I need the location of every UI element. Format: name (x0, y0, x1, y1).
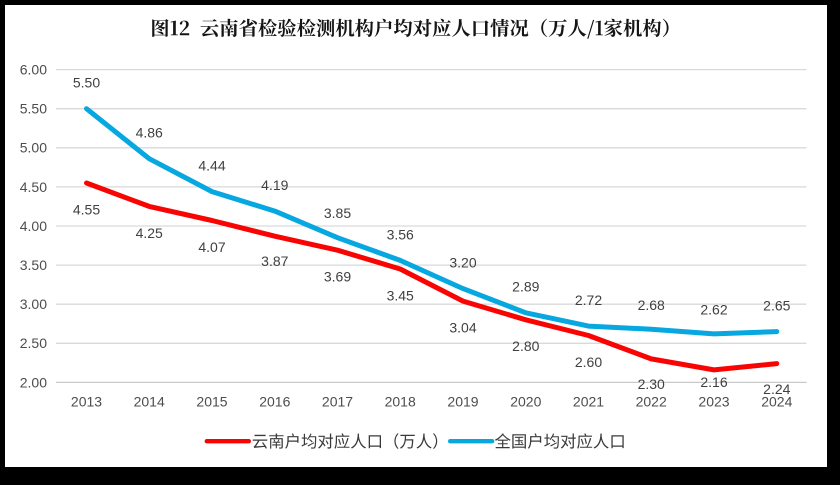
svg-text:2017: 2017 (322, 393, 353, 409)
svg-text:5.50: 5.50 (20, 101, 47, 117)
svg-text:2019: 2019 (447, 393, 478, 409)
svg-text:2.72: 2.72 (575, 292, 602, 308)
svg-text:3.85: 3.85 (324, 205, 351, 221)
svg-text:4.07: 4.07 (198, 239, 225, 255)
svg-text:4.00: 4.00 (20, 218, 47, 234)
svg-text:6.00: 6.00 (20, 62, 47, 78)
svg-text:3.69: 3.69 (324, 269, 351, 285)
svg-text:2.89: 2.89 (512, 279, 539, 295)
svg-text:4.55: 4.55 (73, 201, 100, 217)
svg-text:2.60: 2.60 (575, 354, 602, 370)
svg-text:2.62: 2.62 (700, 301, 727, 317)
svg-text:2.30: 2.30 (638, 376, 665, 392)
svg-text:2020: 2020 (510, 393, 541, 409)
svg-text:2021: 2021 (573, 393, 604, 409)
svg-text:3.87: 3.87 (261, 253, 288, 269)
svg-text:4.19: 4.19 (261, 177, 288, 193)
svg-text:3.00: 3.00 (20, 296, 47, 312)
svg-text:4.50: 4.50 (20, 179, 47, 195)
svg-text:2022: 2022 (636, 393, 667, 409)
svg-text:2.80: 2.80 (512, 338, 539, 354)
svg-text:2018: 2018 (385, 393, 416, 409)
svg-text:4.25: 4.25 (136, 225, 163, 241)
svg-text:4.86: 4.86 (136, 125, 163, 141)
svg-text:2.24: 2.24 (763, 381, 790, 397)
svg-text:3.04: 3.04 (449, 320, 476, 336)
svg-text:5.00: 5.00 (20, 140, 47, 156)
svg-text:2013: 2013 (71, 393, 102, 409)
svg-text:2015: 2015 (196, 393, 227, 409)
svg-text:2.00: 2.00 (20, 374, 47, 390)
svg-text:3.56: 3.56 (387, 226, 414, 242)
svg-text:2.68: 2.68 (638, 297, 665, 313)
svg-text:4.44: 4.44 (198, 158, 225, 174)
svg-text:2023: 2023 (698, 393, 729, 409)
svg-text:3.50: 3.50 (20, 257, 47, 273)
svg-text:2.50: 2.50 (20, 335, 47, 351)
svg-text:5.50: 5.50 (73, 75, 100, 91)
svg-text:3.20: 3.20 (449, 255, 476, 271)
svg-text:2024: 2024 (761, 393, 792, 409)
svg-text:2.65: 2.65 (763, 298, 790, 314)
svg-text:2016: 2016 (259, 393, 290, 409)
svg-text:2.16: 2.16 (700, 374, 727, 390)
svg-text:3.45: 3.45 (387, 287, 414, 303)
svg-text:2014: 2014 (134, 393, 165, 409)
